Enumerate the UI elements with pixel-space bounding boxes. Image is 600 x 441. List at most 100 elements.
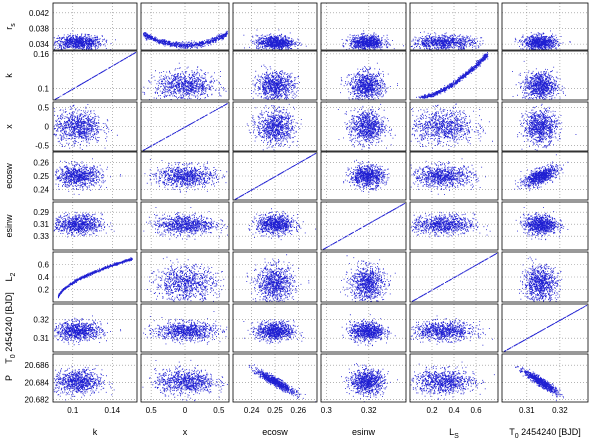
scatter-points xyxy=(57,257,133,299)
x-tick-label: 0.26 xyxy=(291,406,307,415)
x-tick-label: 0.4 xyxy=(448,406,460,415)
scatter-points xyxy=(243,319,305,345)
scatter-points xyxy=(142,62,227,101)
panel-k-x xyxy=(140,50,230,101)
scatter-points xyxy=(517,103,577,151)
panel-T0-k: 0.32 0.31 xyxy=(33,303,138,353)
scatter-points xyxy=(54,315,122,346)
panel-frame xyxy=(52,50,138,101)
scatter-points xyxy=(248,364,316,403)
x-axis-label-esinw: esinw xyxy=(352,427,376,437)
scatter-points xyxy=(144,159,228,193)
panel-frame xyxy=(320,353,407,403)
panel-frame xyxy=(320,101,407,152)
panel-frame xyxy=(409,101,499,152)
panel-frame xyxy=(409,201,499,251)
x-tick-label: 0.3 xyxy=(321,406,333,415)
x-axis-label-Ls: LS xyxy=(449,427,459,440)
panel-T0-T0 xyxy=(501,303,589,353)
panel-frame xyxy=(501,2,589,51)
scatter-points xyxy=(322,203,406,250)
y-tick-label: 0.31 xyxy=(33,220,49,229)
panel-frame xyxy=(140,101,230,152)
y-tick-label: -0.5 xyxy=(35,141,49,150)
panel-frame xyxy=(232,151,318,201)
panel-frame xyxy=(232,201,318,251)
x-tick-label: 0.32 xyxy=(361,406,377,415)
scatter-points xyxy=(143,207,228,240)
x-axis-label-ecosw: ecosw xyxy=(262,427,288,437)
panel-x-esinw xyxy=(320,101,407,152)
panel-frame xyxy=(320,151,407,201)
panel-frame xyxy=(409,353,499,403)
y-axis-label-k: k xyxy=(4,73,14,78)
panel-rs-ecosw xyxy=(232,2,318,51)
scatter-points xyxy=(340,255,396,302)
panel-ecosw-Ls xyxy=(409,151,499,201)
scatter-points xyxy=(142,103,228,151)
panel-frame xyxy=(409,50,499,101)
scatter-points xyxy=(514,30,571,51)
x-tick-label: 0 xyxy=(183,406,188,415)
scatter-points xyxy=(53,104,118,150)
scatter-points xyxy=(410,211,491,238)
panel-rs-k: 0.042 0.038 0.034 xyxy=(29,2,138,51)
y-tick-label: 0.26 xyxy=(33,159,49,168)
y-tick-label: 0.16 xyxy=(33,50,49,59)
y-tick-label: 0 xyxy=(45,123,50,132)
scatter-points xyxy=(341,30,404,51)
y-tick-label: 0.24 xyxy=(33,185,49,194)
y-tick-label: 0.33 xyxy=(33,232,49,241)
y-tick-label: 0.31 xyxy=(33,334,49,343)
panel-frame xyxy=(501,101,589,152)
y-axis-label-Ls: L2 xyxy=(4,272,17,281)
x-tick-label: 0.24 xyxy=(244,406,260,415)
scatter-points xyxy=(53,365,115,401)
x-tick-label: 0.31 xyxy=(519,406,535,415)
panel-k-Ls xyxy=(409,50,499,101)
panel-frame xyxy=(232,101,318,152)
y-tick-label: 0.32 xyxy=(33,316,49,325)
panel-frame xyxy=(409,2,499,51)
panel-k-k: 0.16 0.1 xyxy=(33,50,138,101)
panel-ecosw-T0 xyxy=(501,151,589,201)
y-tick-label: 0.2 xyxy=(38,286,50,295)
panel-frame xyxy=(232,251,318,303)
panel-Ls-Ls xyxy=(409,251,499,303)
panel-rs-esinw xyxy=(320,2,407,51)
panel-frame xyxy=(501,353,589,403)
y-tick-label: 0.29 xyxy=(33,208,49,217)
panel-P-esinw: 0.32 0.3 xyxy=(320,353,407,415)
panel-ecosw-esinw xyxy=(320,151,407,201)
scatter-points xyxy=(410,103,493,150)
panel-frame xyxy=(501,201,589,251)
scatter-points xyxy=(146,256,225,303)
x-tick-label: 0.25 xyxy=(267,406,283,415)
panel-frame xyxy=(320,50,407,101)
scatter-points xyxy=(410,158,486,195)
y-tick-label: 0.1 xyxy=(38,84,50,93)
x-tick-label: 0.14 xyxy=(105,406,121,415)
panel-ecosw-x xyxy=(140,151,230,201)
panel-P-k: 20.686 20.684 20.682 0.1 0.14 xyxy=(25,353,138,415)
panel-Ls-x xyxy=(140,251,230,303)
y-tick-label: 0.25 xyxy=(33,172,49,181)
y-axis-label-esinw: esinw xyxy=(4,214,14,238)
scatter-points xyxy=(246,254,310,303)
y-tick-label: 0.6 xyxy=(38,261,50,270)
scatter-points xyxy=(515,366,564,402)
y-axis-label-x: x xyxy=(4,124,14,129)
scatter-points xyxy=(410,315,493,346)
panel-frame xyxy=(52,303,138,353)
panel-x-ecosw xyxy=(232,101,318,152)
panel-frame xyxy=(52,101,138,152)
x-axis-label-x: x xyxy=(183,427,188,437)
scatter-points xyxy=(248,208,316,241)
panel-frame xyxy=(140,2,230,51)
panel-esinw-x xyxy=(140,201,230,251)
scatter-points xyxy=(514,154,569,192)
scatter-points xyxy=(142,359,228,402)
panel-x-k: 0.5 0 -0.5 xyxy=(35,101,138,152)
scatter-points xyxy=(512,60,566,101)
panel-frame xyxy=(501,303,589,353)
